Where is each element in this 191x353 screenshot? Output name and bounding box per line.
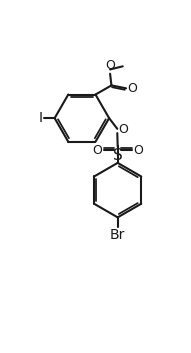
- Text: I: I: [39, 111, 43, 125]
- Text: O: O: [119, 123, 129, 136]
- Text: O: O: [127, 82, 137, 95]
- Text: O: O: [133, 144, 143, 156]
- Text: O: O: [105, 59, 115, 72]
- Text: Br: Br: [110, 228, 125, 243]
- Text: O: O: [92, 144, 102, 156]
- Text: S: S: [113, 148, 123, 163]
